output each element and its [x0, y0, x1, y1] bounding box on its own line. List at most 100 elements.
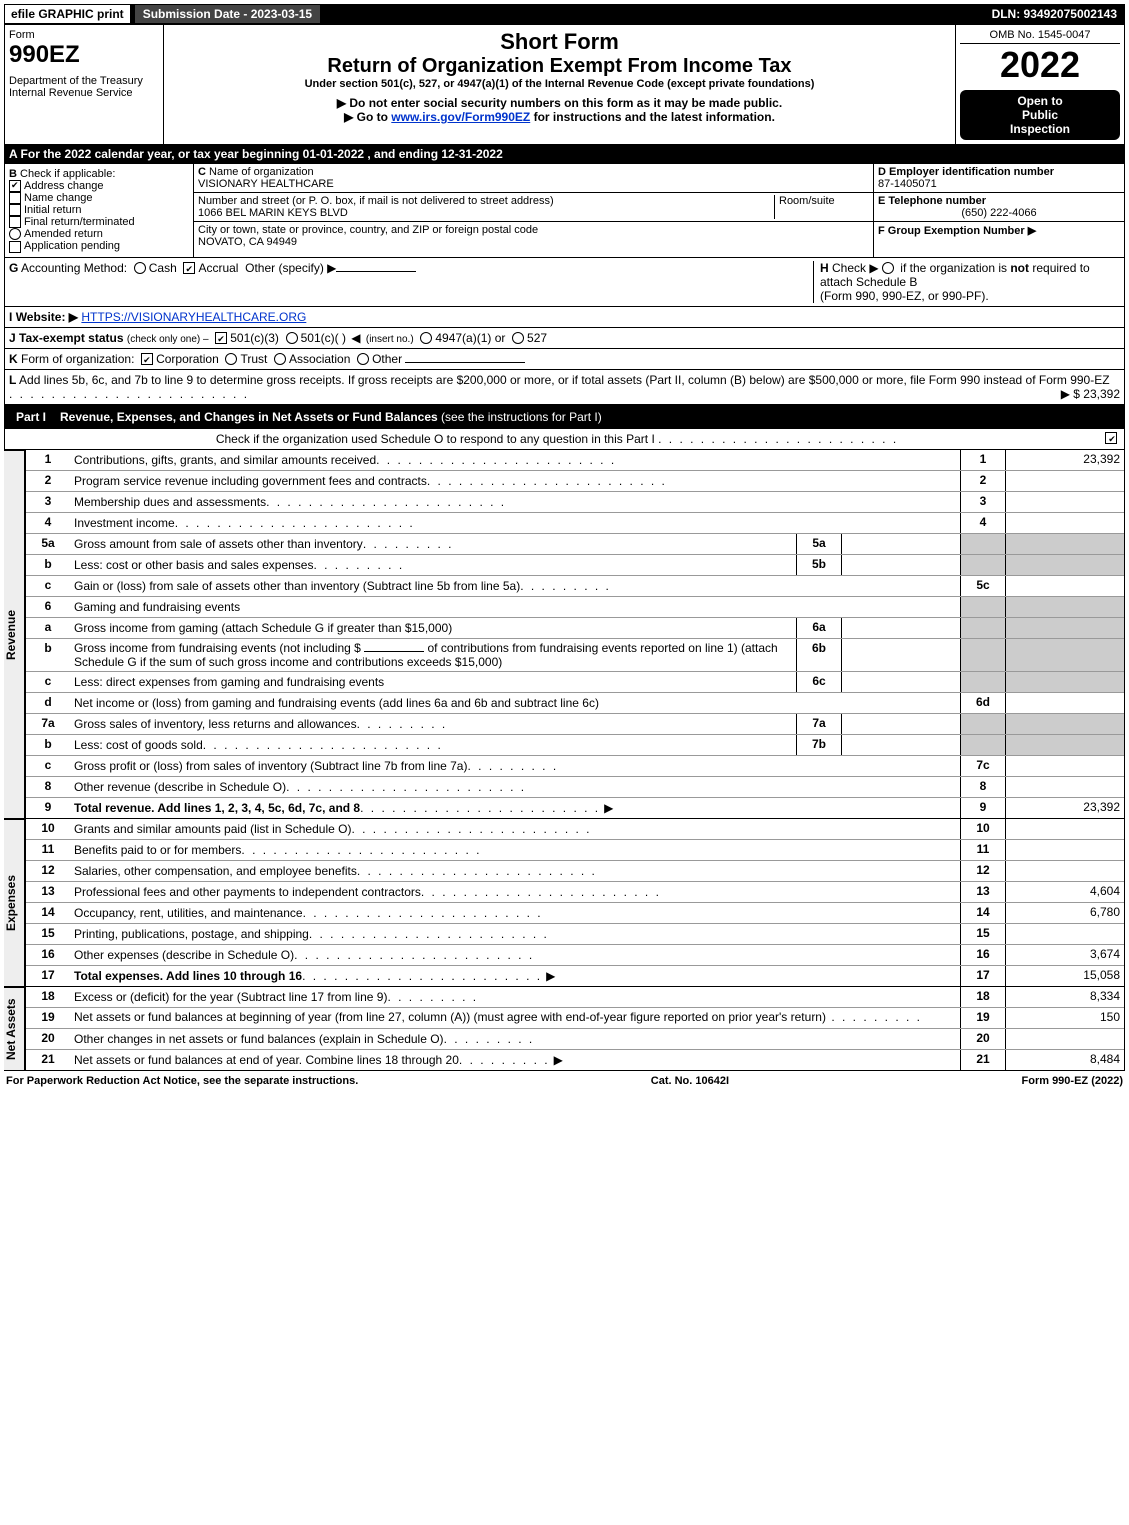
insert-arrow-icon	[349, 331, 362, 345]
shaded-cell	[1005, 672, 1124, 692]
j-note: (check only one) ‒	[127, 334, 209, 345]
line-16-value: 3,674	[1005, 945, 1124, 965]
line-20-rnum: 20	[960, 1029, 1005, 1049]
line-6b-subval	[841, 639, 960, 671]
line-7a-sub: 7a	[796, 714, 841, 734]
checkbox-schedule-b[interactable]	[882, 262, 894, 274]
checkbox-application-pending[interactable]	[9, 241, 21, 253]
website-link[interactable]: HTTPS://VISIONARYHEALTHCARE.ORG	[81, 310, 306, 324]
footer-right-bold: 990-EZ	[1052, 1075, 1088, 1087]
line-7b-desc: Less: cost of goods sold	[74, 738, 203, 752]
dots-icon	[266, 495, 506, 509]
k-letter: K	[9, 352, 18, 366]
goto-post: for instructions and the latest informat…	[530, 110, 775, 124]
expenses-section: Expenses 10Grants and similar amounts pa…	[4, 819, 1125, 987]
line-6a: a Gross income from gaming (attach Sched…	[26, 617, 1124, 638]
radio-accrual[interactable]	[183, 262, 195, 274]
checkbox-association[interactable]	[274, 353, 286, 365]
checkbox-org-other[interactable]	[357, 353, 369, 365]
line-14-num: 14	[26, 903, 70, 923]
l-text: Add lines 5b, 6c, and 7b to line 9 to de…	[19, 373, 1110, 387]
row-a-calendar-year: A For the 2022 calendar year, or tax yea…	[4, 145, 1125, 164]
label-address-change: Address change	[24, 180, 104, 192]
open-line3: Inspection	[964, 122, 1116, 136]
line-6a-desc: Gross income from gaming (attach Schedul…	[74, 621, 452, 635]
dots-icon	[826, 1010, 922, 1024]
efile-print-button[interactable]: efile GRAPHIC print	[4, 4, 131, 24]
section-bcd: B Check if applicable: Address change Na…	[4, 164, 1125, 258]
checkbox-amended-return[interactable]	[9, 228, 21, 240]
line-21: 21Net assets or fund balances at end of …	[26, 1049, 1124, 1070]
dots-icon	[520, 579, 611, 593]
radio-cash[interactable]	[134, 262, 146, 274]
revenue-section: Revenue 1 Contributions, gifts, grants, …	[4, 450, 1125, 819]
dots-icon	[360, 801, 600, 815]
netassets-side-label: Net Assets	[4, 987, 25, 1071]
shaded-cell	[960, 639, 1005, 671]
checkbox-corporation[interactable]	[141, 353, 153, 365]
checkbox-501c3[interactable]	[215, 332, 227, 344]
label-org-other: Other	[372, 352, 402, 366]
shaded-cell	[960, 672, 1005, 692]
line-5a-sub: 5a	[796, 534, 841, 554]
row-g: G Accounting Method: Cash Accrual Other …	[9, 261, 813, 303]
part-1-label: Part I	[10, 408, 52, 426]
line-6b-desc: Gross income from fundraising events (no…	[74, 641, 361, 655]
line-7b-num: b	[26, 735, 70, 755]
other-method-input[interactable]	[336, 271, 416, 272]
line-21-desc: Net assets or fund balances at end of ye…	[74, 1053, 459, 1067]
line-20-num: 20	[26, 1029, 70, 1049]
label-initial-return: Initial return	[24, 204, 81, 216]
shaded-cell	[960, 555, 1005, 575]
line-9-desc: Total revenue. Add lines 1, 2, 3, 4, 5c,…	[74, 801, 360, 815]
line-7c-value	[1005, 756, 1124, 776]
h-not: not	[1010, 261, 1029, 275]
line-6b-num: b	[26, 639, 70, 671]
line-12-value	[1005, 861, 1124, 881]
line-19-value: 150	[1005, 1008, 1124, 1028]
line-5a-subval	[841, 534, 960, 554]
form-label: Form	[9, 29, 159, 41]
arrow-icon	[542, 969, 559, 983]
checkbox-501c-other[interactable]	[286, 332, 298, 344]
checkbox-initial-return[interactable]	[9, 204, 21, 216]
label-corporation: Corporation	[156, 352, 219, 366]
line-8-num: 8	[26, 777, 70, 797]
checkbox-final-return[interactable]	[9, 216, 21, 228]
line-9-num: 9	[26, 798, 70, 818]
shaded-cell	[960, 735, 1005, 755]
checkbox-trust[interactable]	[225, 353, 237, 365]
label-527: 527	[527, 331, 547, 345]
checkbox-4947a1[interactable]	[420, 332, 432, 344]
line-7c-rnum: 7c	[960, 756, 1005, 776]
line-20-value	[1005, 1029, 1124, 1049]
line-3-rnum: 3	[960, 492, 1005, 512]
line-10: 10Grants and similar amounts paid (list …	[26, 819, 1124, 839]
dots-icon	[241, 843, 481, 857]
row-l: L Add lines 5b, 6c, and 7b to line 9 to …	[4, 370, 1125, 405]
line-7c-num: c	[26, 756, 70, 776]
line-5b-desc: Less: cost or other basis and sales expe…	[74, 558, 313, 572]
f-group-exemption-label: F Group Exemption Number ▶	[878, 225, 1036, 237]
dots-icon	[467, 759, 558, 773]
room-suite-label: Room/suite	[779, 195, 835, 207]
checkbox-address-change[interactable]	[9, 180, 21, 192]
irs-link[interactable]: www.irs.gov/Form990EZ	[391, 110, 530, 124]
line-18: 18Excess or (deficit) for the year (Subt…	[26, 987, 1124, 1007]
line-16-num: 16	[26, 945, 70, 965]
line-6c: c Less: direct expenses from gaming and …	[26, 671, 1124, 692]
checkbox-527[interactable]	[512, 332, 524, 344]
label-501c3: 501(c)(3)	[230, 331, 279, 345]
checkbox-schedule-o-used[interactable]	[1105, 432, 1117, 444]
checkbox-name-change[interactable]	[9, 192, 21, 204]
line-7c: c Gross profit or (loss) from sales of i…	[26, 755, 1124, 776]
line-13-desc: Professional fees and other payments to …	[74, 885, 421, 899]
label-cash: Cash	[149, 261, 177, 275]
line-18-num: 18	[26, 987, 70, 1007]
label-final-return: Final return/terminated	[24, 216, 135, 228]
line-3-num: 3	[26, 492, 70, 512]
line-13-value: 4,604	[1005, 882, 1124, 902]
short-form-title: Short Form	[168, 29, 951, 55]
org-other-input[interactable]	[405, 362, 525, 363]
line-6b-amount-input[interactable]	[364, 651, 424, 652]
